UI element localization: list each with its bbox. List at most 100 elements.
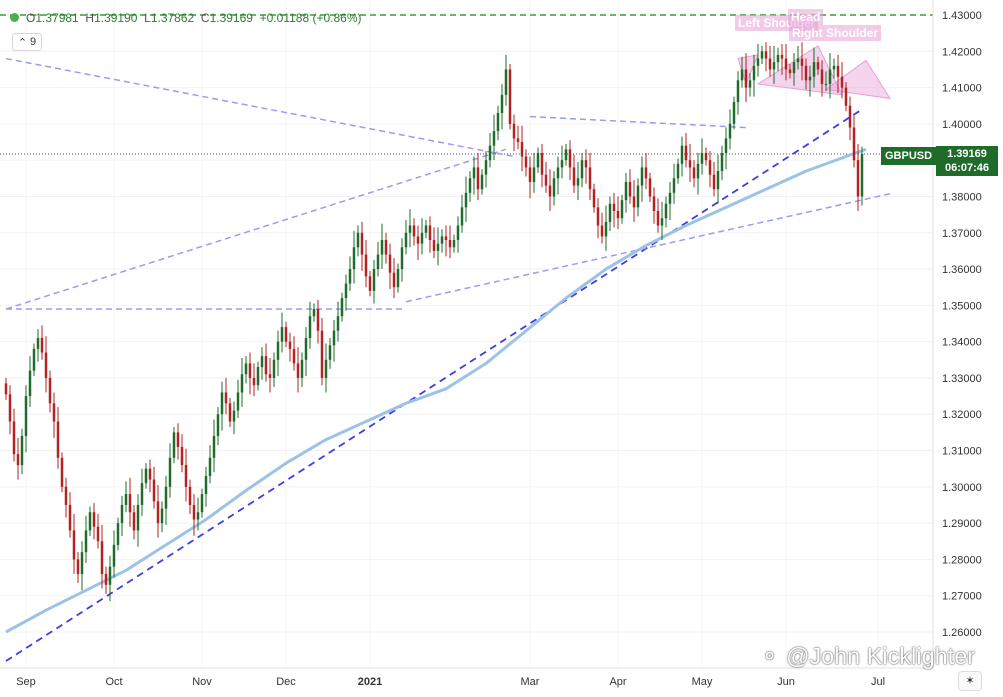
candle-body (24, 396, 28, 437)
indicators-toggle-button[interactable]: ⌃ 9 (12, 33, 42, 51)
candle-body (796, 58, 800, 63)
candle-body (492, 131, 496, 146)
candle-body (508, 69, 512, 124)
market-status-icon (10, 13, 19, 22)
time-tick-label: Apr (609, 676, 626, 688)
candle-body (672, 178, 676, 193)
candle-body (336, 316, 340, 331)
candle-body (572, 167, 576, 186)
candle-body (452, 240, 456, 248)
low-label: L (144, 11, 151, 25)
candle-body (480, 174, 484, 190)
annotation-head: Head (788, 9, 824, 25)
candle-body (696, 163, 700, 179)
price-tick-label: 1.26000 (942, 627, 982, 639)
candle-body (52, 403, 56, 422)
candle-body (760, 51, 764, 59)
candle-body (548, 185, 552, 197)
candle-body (532, 167, 536, 182)
bar-countdown: 06:07:46 (944, 162, 990, 174)
change-value: +0.01188 (+0.86%) (259, 11, 362, 25)
candle-body (460, 207, 464, 226)
open-value: 1.37981 (35, 11, 79, 25)
candle-body (444, 236, 448, 241)
trendline (5, 57, 515, 158)
chevron-up-icon: ⌃ (17, 36, 28, 49)
candle-body (120, 504, 124, 524)
candle-body (344, 283, 348, 299)
price-tick-label: 1.37000 (942, 228, 982, 240)
trendline (529, 115, 747, 129)
candle-body (644, 167, 648, 179)
candle-body (84, 530, 88, 553)
candle-body (156, 501, 160, 524)
candle-body (800, 58, 804, 66)
candle-body (220, 392, 224, 415)
candle-body (44, 352, 48, 378)
candle-body (468, 178, 472, 193)
candle-body (552, 178, 556, 197)
candle-body (436, 243, 440, 251)
candle-body (240, 374, 244, 393)
candle-body (704, 152, 708, 161)
candle-body (8, 394, 12, 422)
last-price-badge: 1.39169 06:07:46 (936, 146, 998, 176)
candle-body (736, 80, 740, 103)
candle-body (608, 203, 612, 222)
candle-body (300, 359, 304, 378)
candle-body (744, 69, 748, 88)
candle-body (36, 338, 40, 349)
candle-body (192, 504, 196, 520)
candle-body (656, 210, 660, 226)
candle-body (708, 160, 712, 175)
trendline (405, 192, 895, 303)
candle-body (472, 167, 476, 179)
symbol-badge: GBPUSD (881, 147, 937, 165)
candle-body (40, 338, 44, 353)
candle-body (88, 512, 92, 531)
candle-body (688, 160, 692, 168)
candle-body (272, 359, 276, 378)
price-tick-label: 1.29000 (942, 518, 982, 530)
candle-body (772, 62, 776, 70)
candle-body (832, 65, 836, 70)
price-tick-label: 1.42000 (942, 46, 982, 58)
candle-body (560, 160, 564, 168)
price-tick-label: 1.28000 (942, 554, 982, 566)
candle-body (496, 112, 500, 132)
tradingview-logo-icon[interactable]: ✶ (958, 671, 982, 691)
last-price-value: 1.39169 (947, 148, 987, 160)
candle-body (524, 156, 528, 168)
candle-body (556, 167, 560, 179)
candle-body (740, 69, 744, 81)
candle-body (792, 62, 796, 74)
time-tick-label: Sep (16, 676, 36, 688)
price-tick-label: 1.35000 (942, 300, 982, 312)
candle-body (724, 138, 728, 153)
candle-body (280, 327, 284, 342)
candle-body (568, 149, 572, 168)
candle-body (216, 414, 220, 437)
candle-body (384, 240, 388, 255)
candle-body (808, 76, 812, 81)
candle-body (256, 367, 260, 386)
candle-body (244, 363, 248, 375)
time-tick-label: Nov (192, 676, 212, 688)
candle-body (812, 62, 816, 77)
candle-body (652, 196, 656, 211)
candle-body (248, 363, 252, 378)
candle-body (176, 432, 180, 447)
candle-body (180, 446, 184, 466)
candle-body (68, 504, 72, 531)
candle-body (112, 544, 116, 567)
candle-body (528, 167, 532, 182)
author-watermark: ⚬ @John Kicklighter (760, 643, 975, 670)
time-tick-label: 2021 (358, 676, 382, 688)
candle-body (196, 512, 200, 520)
price-axis: 1.26000 1.27000 1.28000 1.29000 1.30000 1.310… (942, 10, 982, 639)
candle-body (512, 123, 516, 139)
time-tick-label: Jun (777, 676, 795, 688)
candle-body (612, 203, 616, 211)
candle-body (588, 167, 592, 190)
